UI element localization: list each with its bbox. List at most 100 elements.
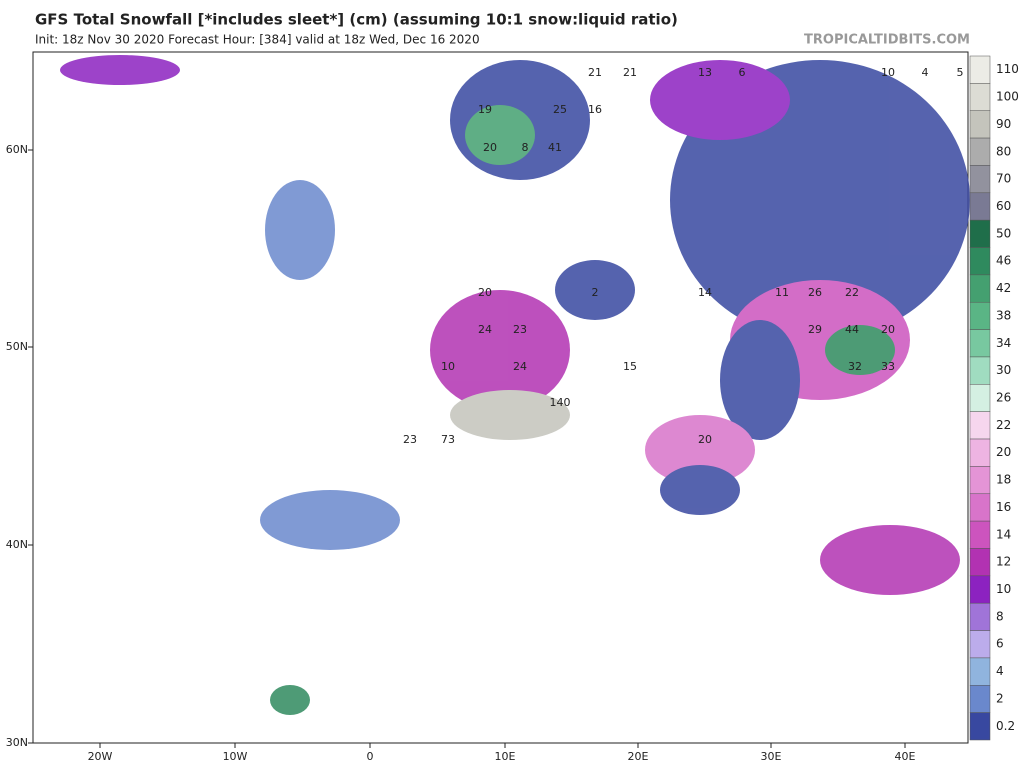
colorbar-label: 42 (996, 281, 1011, 295)
colorbar-cell (969, 685, 991, 713)
brand: TROPICALTIDBITS.COM (804, 33, 970, 48)
longitude-label: 40E (895, 750, 916, 763)
colorbar-label: 14 (996, 527, 1011, 541)
colorbar-label: 2 (996, 691, 1004, 705)
snow-amount-label: 2 (592, 286, 599, 299)
snow-area (450, 390, 570, 440)
snow-amount-label: 5 (957, 66, 964, 79)
subtitle: Init: 18z Nov 30 2020 Forecast Hour: [38… (35, 33, 480, 47)
colorbar-cell (969, 110, 991, 139)
snow-amount-label: 24 (513, 360, 527, 373)
snow-amount-label: 16 (588, 103, 602, 116)
snow-amount-label: 41 (548, 141, 562, 154)
colorbar-cell (969, 55, 991, 84)
colorbar-cell (969, 575, 991, 604)
snow-amount-label: 44 (845, 323, 859, 336)
snow-amount-label: 25 (553, 103, 567, 116)
snow-amount-label: 26 (808, 286, 822, 299)
colorbar-label: 30 (996, 363, 1011, 377)
latitude-label: 50N (6, 340, 28, 353)
colorbar-label: 34 (996, 336, 1011, 350)
colorbar-label: 60 (996, 199, 1011, 213)
colorbar-cell (969, 219, 991, 248)
colorbar-cell (969, 329, 991, 358)
colorbar-label: 26 (996, 391, 1011, 405)
colorbar-label: 38 (996, 308, 1011, 322)
snow-amount-label: 22 (845, 286, 859, 299)
longitude-label: 0 (367, 750, 374, 763)
colorbar-cell (969, 301, 991, 330)
colorbar-cell (969, 384, 991, 412)
colorbar-cell (969, 247, 991, 276)
colorbar-cell (969, 548, 991, 577)
longitude-label: 30E (761, 750, 782, 763)
longitude-label: 20E (628, 750, 649, 763)
snow-amount-label: 6 (739, 66, 746, 79)
latitude-label: 30N (6, 736, 28, 749)
colorbar-cell (969, 274, 991, 303)
snow-area (720, 320, 800, 440)
colorbar-cell (969, 657, 991, 686)
snow-amount-label: 21 (588, 66, 602, 79)
colorbar-cell (969, 356, 991, 385)
longitude-label: 10W (223, 750, 248, 763)
colorbar-cell (969, 520, 991, 549)
axis-ticks: 60N 50N 40N 30N 20W 10W 0 10E 20E 30E 40E (6, 143, 916, 763)
colorbar: 1101009080706050464238343026222018161412… (969, 55, 1019, 741)
colorbar-label: 16 (996, 500, 1011, 514)
snow-area (265, 180, 335, 280)
latitude-label: 60N (6, 143, 28, 156)
snow-amount-label: 33 (881, 360, 895, 373)
colorbar-label: 10 (996, 582, 1011, 596)
snow-amount-label: 20 (698, 433, 712, 446)
snow-area (555, 260, 635, 320)
snow-amount-label: 73 (441, 433, 455, 446)
colorbar-label: 90 (996, 117, 1011, 131)
colorbar-label: 50 (996, 226, 1011, 240)
title: GFS Total Snowfall [*includes sleet*] (c… (35, 11, 678, 29)
colorbar-cell (969, 137, 991, 166)
map-labels: 21 21 13 6 10 4 5 19 25 16 20 8 41 20 2 14 11 26 22 24 23 29 4… (403, 66, 964, 446)
snow-area (650, 60, 790, 140)
colorbar-label: 0.2 (996, 719, 1015, 733)
colorbar-label: 100 (996, 90, 1019, 104)
snow-area (270, 685, 310, 715)
colorbar-label: 4 (996, 664, 1004, 678)
colorbar-label: 22 (996, 418, 1011, 432)
snow-area (645, 415, 755, 485)
colorbar-cell (969, 493, 991, 522)
snow-amount-label: 20 (483, 141, 497, 154)
colorbar-label: 80 (996, 144, 1011, 158)
colorbar-label: 70 (996, 172, 1011, 186)
snow-area (660, 465, 740, 515)
colorbar-label: 110 (996, 62, 1019, 76)
snow-amount-label: 8 (522, 141, 529, 154)
colorbar-label: 12 (996, 555, 1011, 569)
snow-amount-label: 21 (623, 66, 637, 79)
colorbar-cell (969, 602, 991, 631)
colorbar-cell (969, 83, 991, 111)
snow-amount-label: 11 (775, 286, 789, 299)
colorbar-label: 20 (996, 445, 1011, 459)
snow-area (465, 105, 535, 165)
snow-area (260, 490, 400, 550)
snow-amount-label: 4 (922, 66, 929, 79)
colorbar-cell (969, 438, 991, 467)
colorbar-label: 46 (996, 254, 1011, 268)
snow-area (820, 525, 960, 595)
snow-amount-label: 10 (881, 66, 895, 79)
snow-amount-label: 23 (513, 323, 527, 336)
snow-area (430, 290, 570, 410)
snow-amount-label: 23 (403, 433, 417, 446)
snow-amount-label: 32 (848, 360, 862, 373)
snow-amount-label: 10 (441, 360, 455, 373)
longitude-label: 20W (88, 750, 113, 763)
colorbar-label: 18 (996, 473, 1011, 487)
snow-fields (60, 55, 970, 715)
colorbar-label: 6 (996, 637, 1004, 651)
colorbar-cell (969, 411, 991, 440)
snow-amount-label: 24 (478, 323, 492, 336)
colorbar-cell (969, 712, 991, 741)
colorbar-cell (969, 630, 991, 659)
snow-amount-label: 20 (881, 323, 895, 336)
